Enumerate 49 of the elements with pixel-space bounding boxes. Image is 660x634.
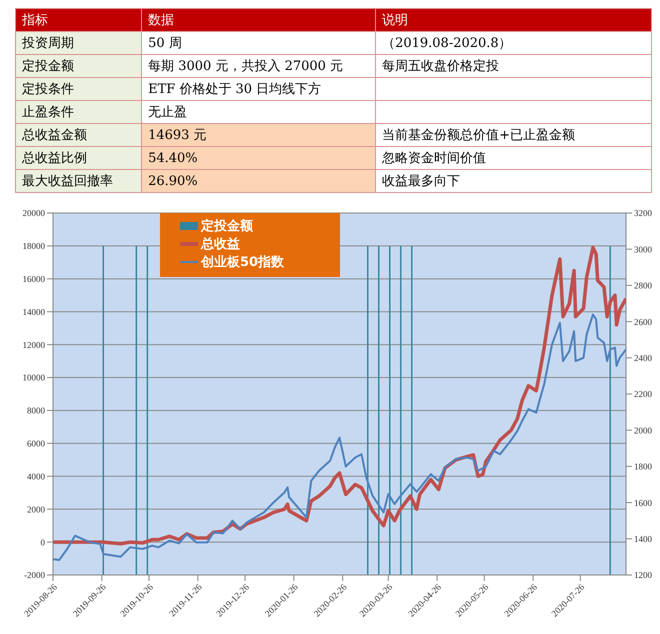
category-label: 投资周期 <box>22 36 74 51</box>
y2-tick-label: 1600 <box>634 498 652 508</box>
y-tick-label: 10000 <box>22 372 46 383</box>
y-tick-label: 18000 <box>22 241 46 252</box>
y-tick-label: 2000 <box>27 504 46 514</box>
y2-tick-label: 2400 <box>634 352 652 363</box>
y-tick-label: 8000 <box>27 406 46 416</box>
y2-tick-label: 2000 <box>634 425 652 436</box>
category-label: 指标 <box>16 8 142 32</box>
y2-tick-label: 3200 <box>634 208 652 218</box>
y-tick-label: -2000 <box>24 570 46 580</box>
y2-tick-label: 1400 <box>634 534 652 544</box>
text: 54.40% <box>148 150 198 166</box>
line-series <box>53 314 626 561</box>
legend-label: 定投金额 <box>201 218 253 235</box>
y2-tick-label: 2200 <box>634 389 652 400</box>
text: 当前基金份额总价值+已止盈金额 <box>382 128 575 143</box>
text: 50 周 <box>148 36 182 51</box>
y2-tick-label: 2800 <box>634 280 652 291</box>
y-tick-label: 6000 <box>27 438 46 449</box>
text: 每周五收盘价格定投 <box>382 59 500 74</box>
category-label: 说明 <box>376 8 652 32</box>
category-label: 止盈条件 <box>22 105 74 120</box>
y-tick-label: 16000 <box>22 274 46 284</box>
text: 忽略资金时间价值 <box>382 151 486 166</box>
text: 26.90% <box>148 174 198 188</box>
category-label: 数据 <box>142 8 376 32</box>
legend-label: 总收益 <box>201 236 240 253</box>
category-label: 最大收益回撤率 <box>22 174 113 189</box>
category-label: 定投条件 <box>22 82 74 97</box>
legend-label: 创业板50指数 <box>201 254 284 271</box>
y-tick-label: 20000 <box>22 208 46 218</box>
category-label: 定投金额 <box>22 59 74 74</box>
y-tick-label: 12000 <box>22 340 46 350</box>
y2-tick-label: 1800 <box>634 462 652 472</box>
y-tick-label: 0 <box>40 537 46 548</box>
text: 每期 3000 元，共投入 27000 元 <box>148 59 344 74</box>
y2-tick-label: 3000 <box>634 244 652 254</box>
y2-tick-label: 2600 <box>634 316 652 327</box>
category-label: 总收益金额 <box>22 128 87 143</box>
text: 14693 元 <box>148 128 207 143</box>
text: （2019.08-2020.8） <box>382 36 512 51</box>
y-tick-label: 14000 <box>22 306 46 317</box>
text: 收益最多向下 <box>382 174 460 189</box>
text: 无止盈 <box>148 105 188 120</box>
category-label: 总收益比例 <box>22 151 87 166</box>
y-tick-label: 4000 <box>27 471 46 482</box>
text: ETF 价格处于 30 日均线下方 <box>148 82 322 97</box>
y2-tick-label: 1200 <box>634 570 652 580</box>
